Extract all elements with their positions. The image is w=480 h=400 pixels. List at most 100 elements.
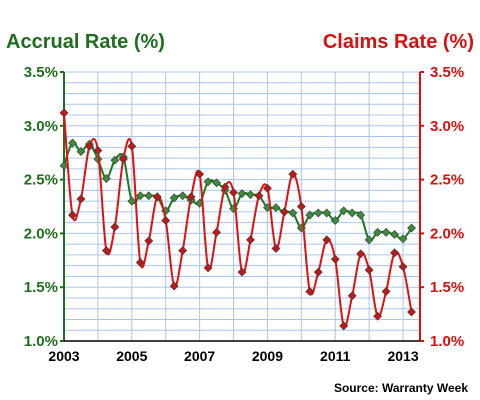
source-note: Source: Warranty Week	[334, 381, 468, 395]
data-point-marker	[313, 208, 323, 218]
grid	[63, 71, 420, 342]
x-tick-labels: 2003 2005 2007 2009 2011 2013	[48, 348, 418, 364]
left-axis-title: Accrual Rate (%)	[6, 31, 165, 53]
data-point-marker	[373, 227, 383, 237]
data-point-marker	[68, 138, 77, 148]
data-point-marker	[229, 188, 238, 197]
data-point-marker	[127, 141, 137, 151]
data-point-marker	[339, 321, 349, 331]
data-point-marker	[347, 291, 357, 301]
data-point-marker	[322, 208, 332, 218]
data-point-marker	[212, 178, 221, 188]
left-tick-label: 3.0%	[24, 118, 58, 135]
x-tick-label: 2011	[320, 348, 351, 364]
data-point-marker	[135, 258, 145, 267]
right-tick-label: 2.0%	[430, 225, 464, 242]
data-point-marker	[246, 235, 255, 245]
data-point-marker	[144, 236, 154, 246]
right-tick-labels: 1.0% 1.5% 2.0% 2.5% 3.0% 3.5%	[430, 64, 464, 350]
right-tick-label: 1.0%	[430, 333, 464, 350]
data-point-marker	[195, 169, 205, 179]
data-point-marker	[356, 210, 366, 220]
data-point-marker	[364, 265, 374, 275]
data-point-marker	[305, 287, 315, 296]
data-point-marker	[271, 244, 281, 253]
data-point-marker	[127, 196, 137, 206]
data-point-marker	[212, 227, 221, 237]
data-point-marker	[59, 161, 69, 171]
data-point-marker	[161, 216, 171, 225]
x-tick-label: 2003	[48, 348, 79, 364]
left-tick-label: 2.0%	[24, 225, 58, 242]
data-point-marker	[110, 155, 120, 165]
left-tick-labels: 1.0% 1.5% 2.0% 2.5% 3.0% 3.5%	[24, 64, 58, 350]
data-point-marker	[110, 222, 120, 232]
data-point-marker	[322, 235, 332, 245]
data-point-marker	[76, 194, 86, 204]
right-tick-label: 2.5%	[430, 172, 464, 189]
left-tick-label: 1.0%	[24, 333, 58, 350]
data-point-marker	[330, 216, 340, 225]
data-point-marker	[237, 189, 247, 199]
data-point-marker	[356, 249, 366, 259]
data-point-marker	[288, 169, 298, 179]
right-tick-label: 1.5%	[430, 279, 464, 296]
data-point-marker	[144, 191, 154, 201]
data-point-marker	[381, 287, 391, 296]
data-point-marker	[288, 208, 298, 218]
data-point-marker	[398, 262, 408, 272]
data-point-marker	[271, 203, 281, 213]
data-point-marker	[101, 174, 111, 183]
right-axis-title: Claims Rate (%)	[323, 31, 474, 53]
data-point-marker	[254, 191, 264, 201]
data-point-marker	[169, 193, 179, 203]
x-tick-label: 2013	[387, 348, 418, 364]
x-tick-label: 2005	[116, 348, 147, 364]
data-point-marker	[390, 230, 399, 239]
data-point-marker	[373, 311, 383, 321]
data-point-marker	[263, 183, 272, 193]
data-point-marker	[220, 182, 230, 192]
data-point-marker	[101, 246, 111, 256]
data-point-marker	[59, 108, 69, 118]
x-tick-label: 2007	[184, 348, 215, 364]
claims-series	[59, 108, 416, 331]
data-point-marker	[178, 191, 188, 201]
data-point-marker	[339, 206, 349, 216]
data-point-marker	[296, 202, 306, 211]
data-point-marker	[313, 267, 323, 277]
data-point-marker	[237, 267, 247, 277]
right-tick-label: 3.0%	[430, 118, 464, 135]
left-tick-label: 1.5%	[24, 279, 58, 296]
data-point-marker	[178, 246, 188, 256]
right-tick-label: 3.5%	[430, 64, 464, 81]
data-point-marker	[85, 141, 94, 151]
data-point-marker	[135, 191, 145, 201]
data-point-marker	[169, 281, 179, 291]
data-point-marker	[68, 210, 77, 220]
data-point-marker	[305, 210, 315, 220]
left-tick-label: 2.5%	[24, 172, 58, 189]
data-point-marker	[330, 254, 340, 264]
data-point-marker	[118, 154, 128, 164]
left-tick-label: 3.5%	[24, 64, 58, 81]
data-point-marker	[152, 192, 162, 202]
series-layer	[59, 108, 416, 331]
data-point-marker	[407, 307, 416, 317]
data-point-marker	[347, 208, 357, 218]
data-point-marker	[390, 248, 399, 258]
data-point-marker	[398, 234, 408, 244]
data-point-marker	[364, 235, 374, 245]
data-point-marker	[93, 146, 103, 155]
data-point-marker	[279, 207, 289, 217]
x-tick-label: 2009	[252, 348, 283, 364]
data-point-marker	[246, 190, 255, 200]
data-point-marker	[407, 223, 416, 233]
data-point-marker	[203, 263, 213, 273]
data-point-marker	[186, 192, 196, 202]
data-point-marker	[203, 177, 213, 187]
data-point-marker	[76, 147, 86, 157]
data-point-marker	[381, 227, 391, 237]
